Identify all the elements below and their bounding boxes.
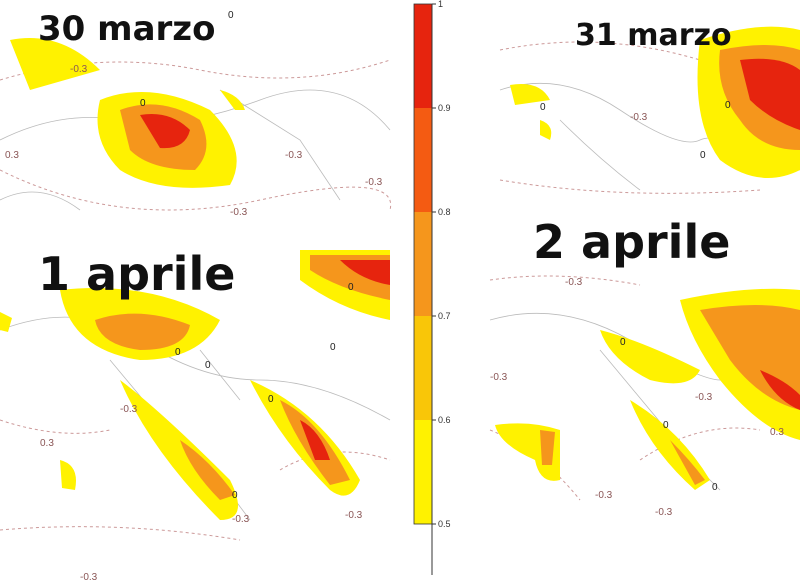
contour-label: -0.3 xyxy=(285,150,303,161)
panel-30-marzo: 30 marzo 0 0 -0.3 -0.3 -0.3 0.3 -0.3 xyxy=(0,0,395,235)
contour-label: 0 xyxy=(205,360,211,371)
contour-label: -0.3 xyxy=(70,64,88,75)
contour-label: -0.3 xyxy=(365,177,383,188)
tick-label: 0.7 xyxy=(438,311,451,321)
contour-label: -0.3 xyxy=(232,514,250,525)
contour-label: 0.3 xyxy=(40,438,54,449)
tick-label: 0.9 xyxy=(438,103,451,113)
panel-31-marzo: 31 marzo 0 0 -0.3 0 xyxy=(499,0,800,200)
contour-label: 0 xyxy=(330,342,336,353)
contour-label: -0.3 xyxy=(595,490,613,501)
contour-label: -0.3 xyxy=(630,112,648,123)
panel-1-aprile: 1 aprile 0 0 0 0 0 -0.3 0.3 -0.3 -0.3 0 … xyxy=(0,235,391,585)
contour-label: -0.3 xyxy=(230,207,248,218)
tick-label: 1 xyxy=(438,0,443,9)
colorbar-band xyxy=(414,316,432,420)
contour-label: -0.3 xyxy=(345,510,363,521)
contour-label: -0.3 xyxy=(80,572,98,583)
tick-label: 0.8 xyxy=(438,207,451,217)
contour-label: -0.3 xyxy=(655,507,673,518)
panel-label: 31 marzo xyxy=(575,18,732,53)
contour-label: 0 xyxy=(620,337,626,348)
contour-label: 0 xyxy=(725,100,731,111)
contour-label: 0 xyxy=(348,282,354,293)
panel-2-aprile: 2 aprile -0.3 0 0 -0.3 -0.3 0 -0.3 -0.3 … xyxy=(480,200,800,520)
panel-label: 1 aprile xyxy=(38,247,235,301)
contour-label: 0.3 xyxy=(5,150,19,161)
contour-label: 0 xyxy=(228,10,234,21)
contour-label: -0.3 xyxy=(120,404,138,415)
contour-label: -0.3 xyxy=(565,277,583,288)
colorbar-band xyxy=(414,108,432,212)
tick-label: 0.5 xyxy=(438,519,451,529)
contour-label: 0 xyxy=(232,490,238,501)
tick-label: 0.6 xyxy=(438,415,451,425)
contour-label: 0.3 xyxy=(770,427,784,438)
colorbar-band xyxy=(414,212,432,316)
contour-label: 0 xyxy=(175,347,181,358)
contour-label: -0.3 xyxy=(490,372,508,383)
contour-label: 0 xyxy=(700,150,706,161)
contour-label: 0 xyxy=(712,482,718,493)
contour-label: 0 xyxy=(140,98,146,109)
panel-label: 2 aprile xyxy=(533,215,730,269)
contour-label: 0 xyxy=(663,420,669,431)
contour-label: -0.3 xyxy=(695,392,713,403)
contour-label: 0 xyxy=(268,394,274,405)
colorbar-band xyxy=(414,4,432,108)
contour-label: 0 xyxy=(540,102,546,113)
colorbar-band xyxy=(414,420,432,524)
colorbar: 1 0.9 0.8 0.7 0.6 0.5 xyxy=(413,0,451,575)
panel-label: 30 marzo xyxy=(38,9,215,49)
